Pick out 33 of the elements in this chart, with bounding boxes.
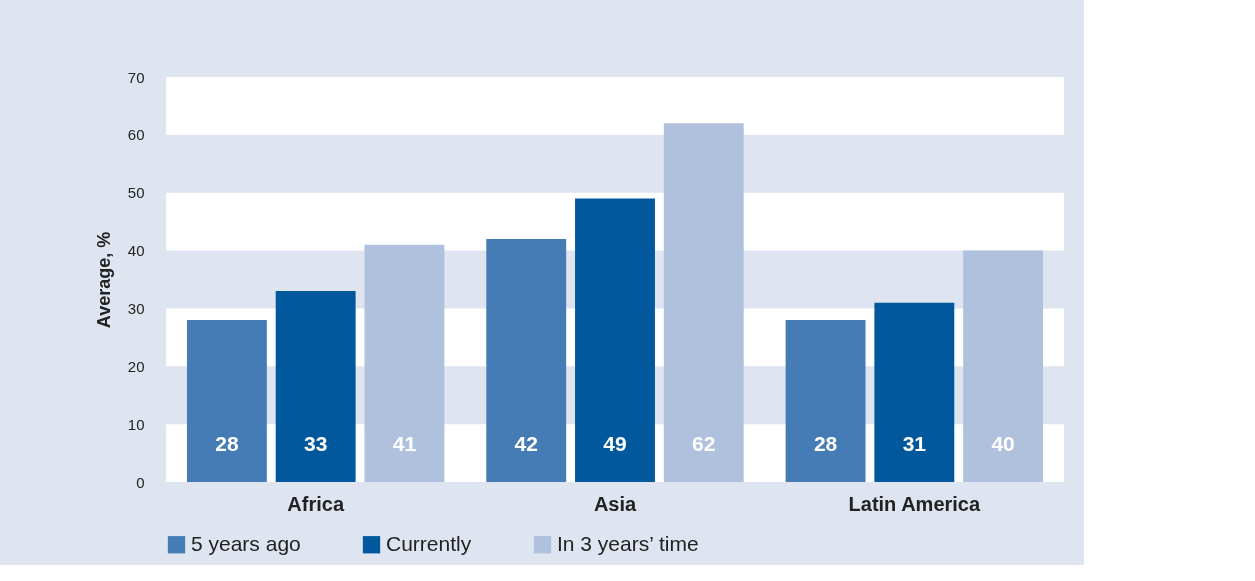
legend-label: In 3 years’ time (557, 531, 699, 555)
data-label: 49 (603, 432, 627, 455)
legend-label: Currently (386, 531, 472, 555)
bar (963, 250, 1044, 482)
bar (785, 320, 866, 482)
x-tick-label: Latin America (848, 492, 981, 515)
x-tick-label: Africa (287, 492, 345, 515)
bar (275, 291, 356, 482)
y-tick-label: 30 (127, 299, 145, 317)
y-tick-label: 50 (127, 184, 145, 202)
data-label: 41 (392, 432, 417, 455)
data-label: 40 (991, 432, 1015, 455)
y-tick-label: 40 (127, 242, 145, 260)
data-label: 42 (514, 432, 538, 455)
y-axis-title: Average, % (93, 231, 114, 329)
bar (364, 244, 445, 482)
bar (663, 123, 744, 482)
legend-label: 5 years ago (191, 531, 301, 555)
data-label: 28 (215, 432, 239, 455)
bar (874, 302, 955, 482)
data-label: 31 (902, 432, 927, 455)
bar (486, 239, 567, 482)
y-tick-label: 10 (127, 415, 145, 433)
bar (575, 198, 655, 482)
y-tick-label: 0 (136, 473, 145, 491)
y-tick-label: 60 (127, 126, 145, 144)
data-label: 62 (692, 432, 716, 455)
x-tick-label: Asia (593, 492, 637, 515)
data-label: 28 (813, 432, 838, 455)
y-tick-label: 20 (127, 357, 145, 375)
data-label: 33 (303, 432, 328, 455)
bar (186, 320, 267, 482)
y-tick-label: 70 (127, 68, 145, 86)
